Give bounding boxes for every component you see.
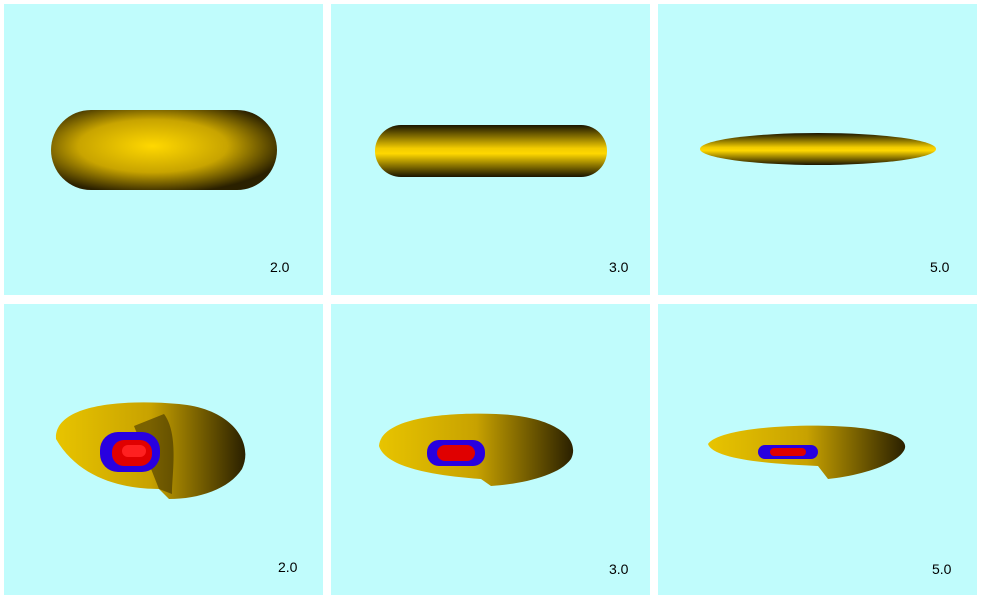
panel-top-1: 2.0: [4, 4, 323, 295]
cutaway-render: [379, 413, 574, 486]
panel-label: 5.0: [932, 561, 952, 577]
panel-label: 2.0: [270, 259, 290, 275]
panel-top-2: 3.0: [331, 4, 650, 295]
panel-label: 2.0: [278, 559, 298, 575]
cutaway-render: [55, 402, 246, 499]
panel-label: 3.0: [609, 561, 629, 577]
panel-bottom-2: 3.0: [331, 304, 650, 595]
outer-surface-render: [51, 110, 277, 190]
outer-surface-render: [700, 133, 936, 165]
panel-bottom-1: 2.0: [4, 304, 323, 595]
panel-label: 3.0: [609, 259, 629, 275]
panel-bottom-3: 5.0: [658, 304, 977, 595]
panel-top-3: 5.0: [658, 4, 977, 295]
outer-surface-render: [375, 125, 607, 177]
panel-label: 5.0: [930, 259, 950, 275]
cutaway-render: [708, 425, 906, 479]
